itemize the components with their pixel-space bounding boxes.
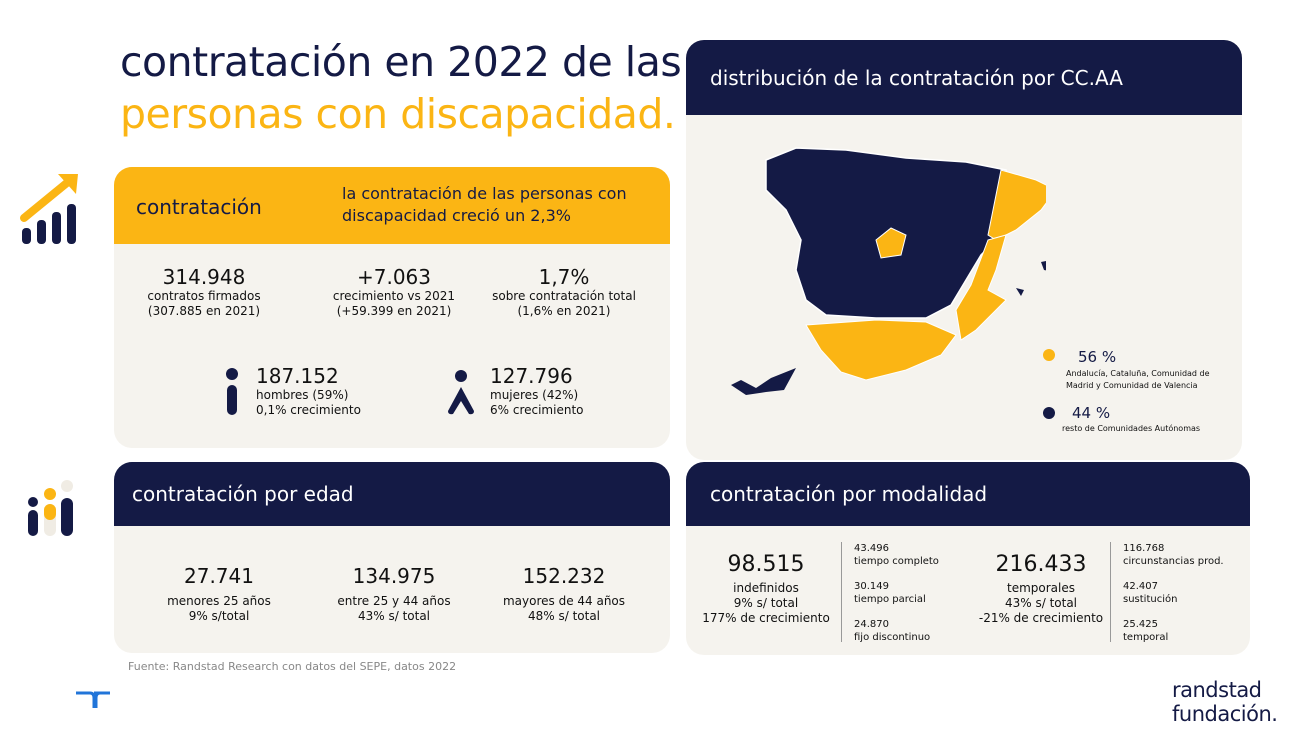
legend-value-56: 56 % bbox=[1078, 348, 1117, 366]
stat-sobre-total: 1,7% sobre contratación total (1,6% en 202… bbox=[492, 265, 636, 318]
brand-logo: randstad fundación. bbox=[1172, 678, 1278, 726]
growth-chart-icon bbox=[20, 174, 78, 244]
stat-25-44: 134.975 entre 25 y 44 años 43% s/ total bbox=[337, 564, 451, 623]
stat-contratos: 314.948 contratos firmados (307.885 en 202… bbox=[147, 265, 261, 318]
modalidad-card: contratación por modalidad 98.515 indefin… bbox=[686, 462, 1250, 655]
stat-indefinidos: 98.515 indefinidos 9% s/ total 177% de crec… bbox=[702, 552, 830, 625]
edad-card: contratación por edad 27.741 menores 25 a… bbox=[114, 462, 670, 653]
page-title-line1: contratación en 2022 de las bbox=[120, 38, 682, 86]
map-region-baleares bbox=[1016, 261, 1046, 296]
randstad-logo-icon bbox=[76, 691, 110, 708]
divider bbox=[1110, 542, 1111, 642]
map-region-madrid bbox=[875, 227, 907, 259]
woman-icon bbox=[448, 370, 474, 415]
legend-dot-navy bbox=[1043, 407, 1055, 419]
ccaa-card: distribución de la contratación por CC.A… bbox=[686, 40, 1242, 460]
contratacion-card: contratación la contratación de las pers… bbox=[114, 167, 670, 448]
legend-label-44: resto de Comunidades Autónomas bbox=[1062, 424, 1201, 433]
ccaa-header: distribución de la contratación por CC.A… bbox=[686, 40, 1242, 115]
divider bbox=[841, 542, 842, 642]
temporales-detail: 116.768 circunstancias prod. 42.407 sustit… bbox=[1123, 543, 1224, 643]
map-region-canarias bbox=[731, 368, 796, 395]
stat-mayores-44: 152.232 mayores de 44 años 48% s/ total bbox=[502, 564, 626, 623]
contratacion-header: contratación bbox=[136, 195, 262, 219]
legend-label-56: Andalucía, Cataluña, Comunidad de Madrid… bbox=[1066, 369, 1210, 390]
modalidad-header: contratación por modalidad bbox=[686, 462, 1250, 526]
spain-map bbox=[731, 147, 1046, 395]
map-region-valencia bbox=[955, 234, 1007, 341]
contratacion-headline: la contratación de las personas con disc… bbox=[342, 184, 627, 225]
source-note: Fuente: Randstad Research con datos del … bbox=[128, 660, 457, 673]
legend-value-44: 44 % bbox=[1072, 404, 1111, 422]
stat-menores-25: 27.741 menores 25 años 9% s/total bbox=[167, 564, 271, 623]
man-icon bbox=[226, 368, 238, 415]
page-title-line2: personas con discapacidad. bbox=[120, 90, 676, 138]
stat-hombres: 187.152 hombres (59%) 0,1% crecimiento bbox=[256, 364, 361, 417]
map-region-andalucia bbox=[805, 319, 957, 381]
legend-dot-yellow bbox=[1043, 349, 1055, 361]
stat-temporales: 216.433 temporales 43% s/ total -21% de cre… bbox=[978, 552, 1104, 625]
people-group-icon bbox=[28, 480, 73, 536]
edad-header: contratación por edad bbox=[114, 462, 670, 526]
indefinidos-detail: 43.496 tiempo completo 30.149 tiempo parci… bbox=[854, 543, 939, 643]
stat-mujeres: 127.796 mujeres (42%) 6% crecimiento bbox=[490, 364, 584, 417]
stat-crecimiento: +7.063 crecimiento vs 2021 (+59.399 en 202… bbox=[332, 265, 456, 318]
map-region-cataluna bbox=[987, 169, 1046, 241]
